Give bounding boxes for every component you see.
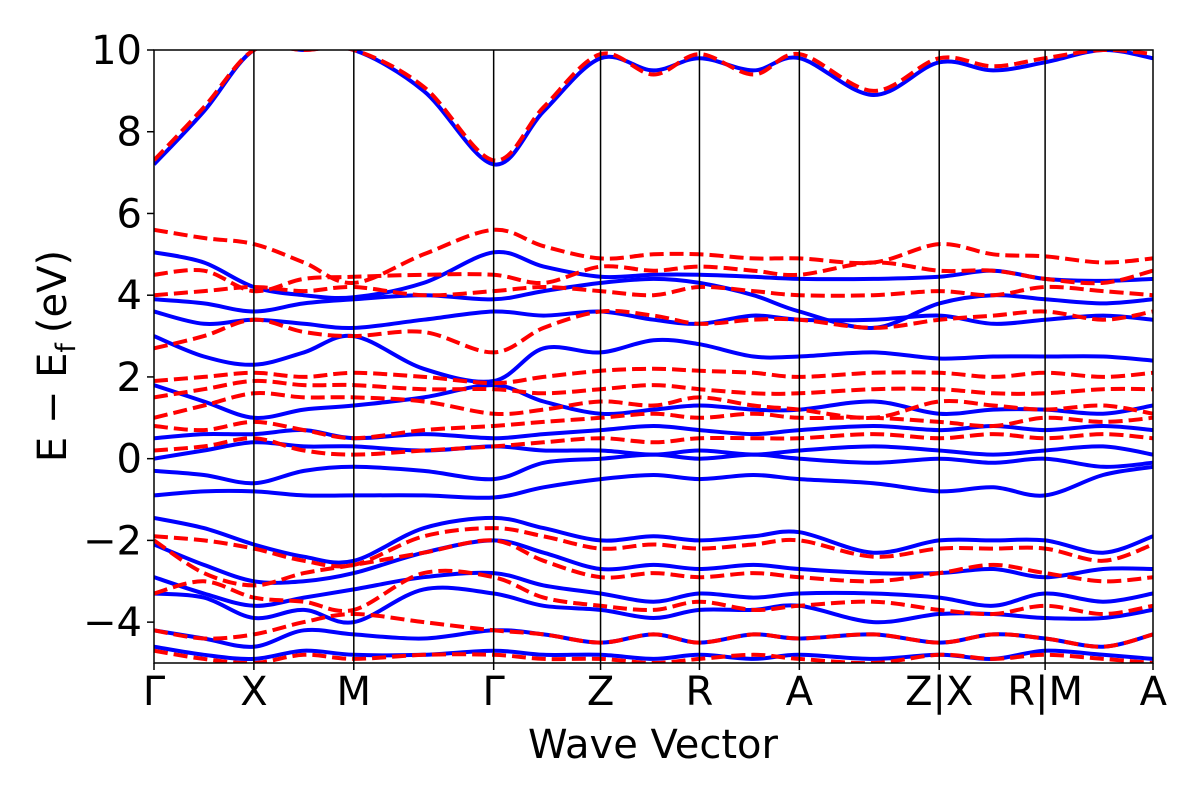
band-dashed-0: [154, 50, 1153, 163]
x-axis: Γ X M Γ Z R A Z|X R|M A: [143, 663, 1168, 715]
plot-frame: [153, 49, 1154, 664]
band-solid-5: [154, 383, 1153, 420]
x-tick-label-6: A: [786, 669, 814, 715]
band-dashed-7: [154, 391, 1153, 420]
band-solid-9: [154, 464, 1153, 500]
y-axis-title-sub: f: [51, 342, 82, 353]
band-dashed-12: [154, 568, 1153, 617]
y-tick-label-4: 2: [117, 355, 142, 401]
y-tick-label-0: 10: [91, 28, 142, 74]
band-solid-10: [154, 515, 1153, 565]
band-dashed-2: [154, 260, 1153, 294]
x-tick-label-9: A: [1140, 669, 1168, 715]
bands-layer: [154, 50, 1153, 663]
band-solid-12: [154, 570, 1153, 608]
y-axis-title: E − Ef (eV): [30, 250, 82, 462]
x-tick-label-4: Z: [587, 669, 614, 715]
y-axis-title-main: E − E: [30, 353, 76, 463]
x-tick-label-2: M: [337, 669, 372, 715]
y-tick-label-6: −2: [83, 518, 142, 564]
y-tick-label-3: 4: [117, 273, 142, 319]
band-dashed-1: [154, 227, 1153, 285]
band-dashed-14: [154, 648, 1153, 663]
band-solid-11: [154, 538, 1153, 585]
band-solid-8: [154, 452, 1153, 486]
band-dashed-13: [154, 611, 1153, 649]
high-symmetry-lines: [253, 50, 1046, 663]
band-dashed-9: [154, 432, 1153, 457]
y-tick-label-2: 6: [117, 191, 142, 237]
band-dashed-6: [154, 378, 1153, 400]
y-tick-label-1: 8: [117, 110, 142, 156]
band-dashed-11: [154, 538, 1153, 588]
y-tick-label-5: 0: [117, 437, 142, 483]
x-axis-title: Wave Vector: [528, 722, 779, 768]
x-tick-label-7: Z|X: [905, 669, 973, 715]
y-axis-title-unit: (eV): [30, 250, 76, 333]
band-dashed-4: [154, 309, 1153, 355]
band-solid-4: [154, 333, 1153, 384]
band-dashed-5: [154, 366, 1153, 386]
x-tick-label-5: R: [686, 669, 714, 715]
y-tick-label-7: −4: [83, 600, 142, 646]
x-tick-label-8: R|M: [1007, 669, 1083, 715]
band-solid-3: [154, 309, 1153, 330]
band-dashed-8: [154, 411, 1153, 441]
band-dashed-10: [154, 526, 1153, 569]
y-axis: 10 8 6 4 2 0 −2 −4: [83, 28, 154, 646]
x-tick-label-0: Γ: [143, 669, 166, 715]
band-dashed-3: [154, 284, 1153, 298]
x-tick-label-3: Γ: [483, 669, 506, 715]
x-tick-label-1: X: [240, 669, 267, 715]
band-solid-0: [154, 50, 1153, 167]
